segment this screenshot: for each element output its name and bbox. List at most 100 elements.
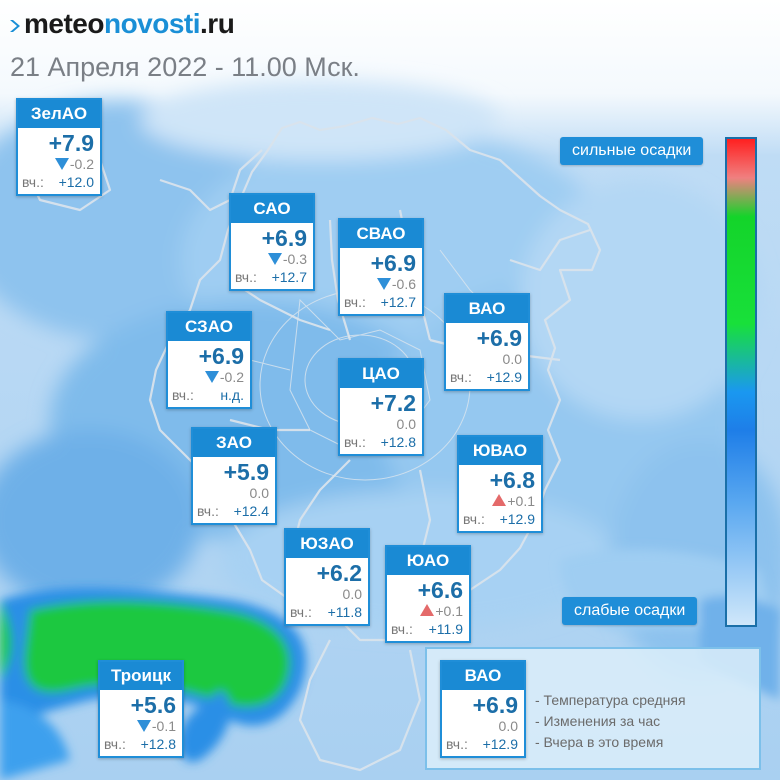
district-change: +0.1: [507, 493, 535, 509]
district-change: -0.3: [282, 251, 307, 267]
district-temp: +6.2: [316, 560, 362, 586]
district-card: ЦАО +7.2 0.0 вч.: +12.8: [338, 358, 424, 456]
district-change-row: -0.1: [104, 718, 176, 735]
district-card: ЮАО +6.6 +0.1 вч.: +11.9: [385, 545, 471, 643]
legend-sample-card: ВАО +6.9 0.0 вч.: +12.9: [440, 660, 526, 758]
district-change: 0.0: [249, 485, 269, 501]
district-change: -0.2: [219, 369, 244, 385]
district-yesterday-row: вч.: +12.8: [104, 735, 176, 753]
district-card: ЮВАО +6.8 +0.1 вч.: +12.9: [457, 435, 543, 533]
district-name: Троицк: [100, 662, 182, 690]
trend-up-icon: [492, 494, 507, 506]
district-yesterday-row: вч.: +12.7: [344, 293, 416, 311]
district-yesterday: +12.7: [380, 294, 416, 310]
site-logo[interactable]: meteonovosti.ru: [10, 8, 235, 40]
district-change: -0.1: [151, 718, 176, 734]
district-temp: +6.8: [489, 467, 535, 493]
district-card: САО +6.9 -0.3 вч.: +12.7: [229, 193, 315, 291]
district-change-row: 0.0: [290, 586, 362, 603]
district-change-row: +0.1: [391, 603, 463, 620]
district-name: ВАО: [446, 295, 528, 323]
logo-text-meteo: meteo: [24, 8, 104, 39]
district-temp: +7.9: [48, 130, 94, 156]
legend-sample-yesterday-label: вч.:: [446, 736, 468, 752]
district-name: ЗелАО: [18, 100, 100, 128]
district-card: ЮЗАО +6.2 0.0 вч.: +11.8: [284, 528, 370, 626]
district-name: СВАО: [340, 220, 422, 248]
yesterday-label: вч.:: [450, 369, 472, 385]
district-change: -0.6: [391, 276, 416, 292]
trend-down-icon: [267, 253, 282, 265]
district-card: ВАО +6.9 0.0 вч.: +12.9: [444, 293, 530, 391]
legend-sample-change: 0.0: [498, 718, 518, 734]
yesterday-label: вч.:: [104, 736, 126, 752]
district-yesterday-row: вч.: +12.9: [463, 510, 535, 528]
district-yesterday: +12.0: [58, 174, 94, 190]
district-name: ЮВАО: [459, 437, 541, 465]
district-yesterday: +11.9: [428, 621, 463, 637]
district-temp: +5.9: [223, 459, 269, 485]
district-temp: +6.6: [417, 577, 463, 603]
district-card: ЗАО +5.9 0.0 вч.: +12.4: [191, 427, 277, 525]
legend-sample-yesterday-value: +12.9: [482, 736, 518, 752]
district-change: 0.0: [396, 416, 416, 432]
district-card: СВАО +6.9 -0.6 вч.: +12.7: [338, 218, 424, 316]
yesterday-label: вч.:: [22, 174, 44, 190]
district-yesterday-row: вч.: +11.9: [391, 620, 463, 638]
district-change: 0.0: [342, 586, 362, 602]
district-yesterday-row: вч.: +12.9: [450, 368, 522, 386]
district-change-row: 0.0: [197, 485, 269, 502]
district-temp: +6.9: [198, 343, 244, 369]
legend-sample-name: ВАО: [442, 662, 524, 690]
district-temp: +6.9: [261, 225, 307, 251]
trend-down-icon: [54, 158, 69, 170]
scale-bottom-label: слабые осадки: [562, 597, 698, 625]
district-yesterday: +11.8: [327, 604, 362, 620]
trend-down-icon: [136, 720, 151, 732]
district-yesterday: +12.8: [140, 736, 176, 752]
district-yesterday: +12.8: [380, 434, 416, 450]
district-name: САО: [231, 195, 313, 223]
district-change-row: 0.0: [344, 416, 416, 433]
trend-down-icon: [204, 371, 219, 383]
legend-line-temperature: - Температура средняя: [535, 692, 686, 708]
district-yesterday-row: вч.: +11.8: [290, 603, 362, 621]
district-card: ЗелАО +7.9 -0.2 вч.: +12.0: [16, 98, 102, 196]
district-card: СЗАО +6.9 -0.2 вч.: н.д.: [166, 311, 252, 409]
district-temp: +6.9: [370, 250, 416, 276]
district-change-row: 0.0: [450, 351, 522, 368]
scale-top-label: сильные осадки: [560, 137, 704, 165]
yesterday-label: вч.:: [344, 434, 366, 450]
district-change-row: -0.2: [172, 369, 244, 386]
district-temp: +5.6: [130, 692, 176, 718]
legend-line-change: - Изменения за час: [535, 713, 661, 729]
legend-sample-temp: +6.9: [472, 692, 518, 718]
yesterday-label: вч.:: [463, 511, 485, 527]
yesterday-label: вч.:: [197, 503, 219, 519]
legend-line-yesterday: - Вчера в это время: [535, 734, 664, 750]
district-name: ЦАО: [340, 360, 422, 388]
district-yesterday: н.д.: [220, 387, 244, 403]
precipitation-scale-bar: [725, 137, 757, 627]
district-name: СЗАО: [168, 313, 250, 341]
logo-text-domain: .ru: [200, 8, 235, 39]
yesterday-label: вч.:: [235, 269, 257, 285]
district-change: +0.1: [435, 603, 463, 619]
district-yesterday-row: вч.: н.д.: [172, 386, 244, 404]
district-change-row: +0.1: [463, 493, 535, 510]
district-change: -0.2: [69, 156, 94, 172]
district-temp: +6.9: [476, 325, 522, 351]
district-card: Троицк +5.6 -0.1 вч.: +12.8: [98, 660, 184, 758]
district-name: ЗАО: [193, 429, 275, 457]
district-temp: +7.2: [370, 390, 416, 416]
trend-down-icon: [376, 278, 391, 290]
district-change-row: -0.3: [235, 251, 307, 268]
district-change-row: -0.6: [344, 276, 416, 293]
district-name: ЮЗАО: [286, 530, 368, 558]
district-yesterday-row: вч.: +12.0: [22, 173, 94, 191]
yesterday-label: вч.:: [290, 604, 312, 620]
yesterday-label: вч.:: [344, 294, 366, 310]
district-yesterday-row: вч.: +12.4: [197, 502, 269, 520]
district-change-row: -0.2: [22, 156, 94, 173]
yesterday-label: вч.:: [172, 387, 194, 403]
